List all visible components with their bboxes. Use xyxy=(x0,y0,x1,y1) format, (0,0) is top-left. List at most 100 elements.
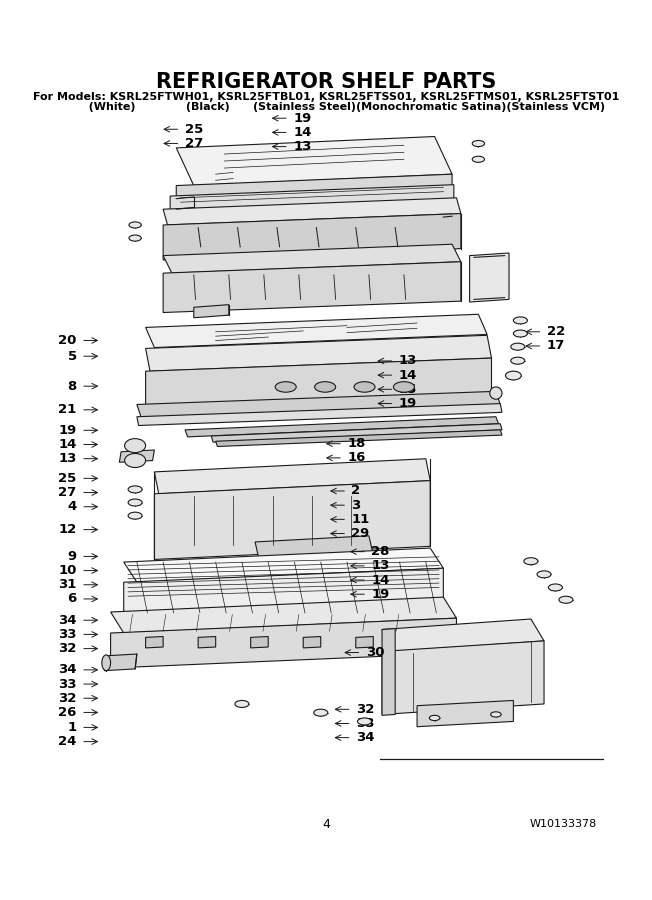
Polygon shape xyxy=(194,304,229,318)
Text: 19: 19 xyxy=(293,112,312,125)
Ellipse shape xyxy=(357,718,372,725)
Ellipse shape xyxy=(128,499,142,506)
Ellipse shape xyxy=(537,571,551,578)
Text: REFRIGERATOR SHELF PARTS: REFRIGERATOR SHELF PARTS xyxy=(156,72,496,92)
Text: 9: 9 xyxy=(68,550,77,562)
Polygon shape xyxy=(111,618,456,668)
Text: 12: 12 xyxy=(59,523,77,536)
Text: 26: 26 xyxy=(59,706,77,719)
Polygon shape xyxy=(124,568,443,613)
Text: 5: 5 xyxy=(68,350,77,363)
Text: 33: 33 xyxy=(356,717,374,730)
Polygon shape xyxy=(145,336,492,371)
Polygon shape xyxy=(185,417,499,436)
Polygon shape xyxy=(170,184,454,216)
Polygon shape xyxy=(155,481,430,560)
Text: 32: 32 xyxy=(59,692,77,705)
Ellipse shape xyxy=(128,512,142,519)
Polygon shape xyxy=(382,628,395,716)
Text: 14: 14 xyxy=(293,126,312,139)
Ellipse shape xyxy=(315,382,336,392)
Polygon shape xyxy=(216,430,502,446)
Text: 3: 3 xyxy=(351,499,361,512)
Text: 13: 13 xyxy=(59,452,77,465)
Text: 6: 6 xyxy=(68,592,77,606)
Ellipse shape xyxy=(511,343,525,350)
Polygon shape xyxy=(137,392,500,418)
Ellipse shape xyxy=(129,222,141,228)
Ellipse shape xyxy=(102,655,111,670)
Polygon shape xyxy=(163,244,461,273)
Text: 22: 22 xyxy=(547,325,565,338)
Polygon shape xyxy=(124,548,443,582)
Ellipse shape xyxy=(393,382,415,392)
Polygon shape xyxy=(176,137,452,185)
Text: 19: 19 xyxy=(59,424,77,436)
Polygon shape xyxy=(198,636,216,648)
Polygon shape xyxy=(176,175,452,203)
Polygon shape xyxy=(111,597,456,633)
Ellipse shape xyxy=(129,235,141,241)
Text: 2: 2 xyxy=(351,484,361,498)
Text: 4: 4 xyxy=(322,818,330,831)
Ellipse shape xyxy=(524,558,538,564)
Ellipse shape xyxy=(128,486,142,493)
Text: 34: 34 xyxy=(58,663,77,677)
Polygon shape xyxy=(303,636,321,648)
Polygon shape xyxy=(145,358,492,406)
Text: 18: 18 xyxy=(348,437,366,450)
Ellipse shape xyxy=(513,317,527,324)
Polygon shape xyxy=(145,636,163,648)
Ellipse shape xyxy=(490,712,501,717)
Polygon shape xyxy=(211,424,502,442)
Polygon shape xyxy=(163,262,461,312)
Polygon shape xyxy=(382,619,544,652)
Text: 10: 10 xyxy=(59,564,77,577)
Ellipse shape xyxy=(314,709,328,716)
Polygon shape xyxy=(119,450,155,463)
Text: W10133378: W10133378 xyxy=(530,819,597,829)
Polygon shape xyxy=(469,253,509,302)
Polygon shape xyxy=(255,536,374,562)
Ellipse shape xyxy=(354,382,375,392)
Polygon shape xyxy=(104,654,137,670)
Text: 28: 28 xyxy=(372,545,390,558)
Text: For Models: KSRL25FTWH01, KSRL25FTBL01, KSRL25FTSS01, KSRL25FTMS01, KSRL25FTST01: For Models: KSRL25FTWH01, KSRL25FTBL01, … xyxy=(33,92,619,102)
Text: 13: 13 xyxy=(372,559,390,572)
Text: 17: 17 xyxy=(547,339,565,353)
Text: 13: 13 xyxy=(399,355,417,367)
Ellipse shape xyxy=(505,371,521,380)
Ellipse shape xyxy=(472,157,484,162)
Text: 33: 33 xyxy=(58,678,77,690)
Text: 32: 32 xyxy=(356,703,374,716)
Text: 15: 15 xyxy=(399,382,417,396)
Polygon shape xyxy=(382,641,544,715)
Text: 1: 1 xyxy=(68,721,77,734)
Polygon shape xyxy=(356,636,374,648)
Text: 34: 34 xyxy=(58,614,77,626)
Text: 31: 31 xyxy=(59,579,77,591)
Text: 30: 30 xyxy=(366,646,384,659)
Polygon shape xyxy=(145,314,487,347)
Polygon shape xyxy=(137,403,502,426)
Text: 4: 4 xyxy=(68,500,77,513)
Text: 13: 13 xyxy=(293,140,312,153)
Polygon shape xyxy=(250,636,268,648)
Polygon shape xyxy=(163,198,461,225)
Polygon shape xyxy=(163,213,461,260)
Text: 32: 32 xyxy=(59,642,77,655)
Text: 25: 25 xyxy=(185,122,203,136)
Ellipse shape xyxy=(125,438,145,453)
Text: 27: 27 xyxy=(185,137,203,150)
Text: 19: 19 xyxy=(372,588,390,600)
Text: 33: 33 xyxy=(58,628,77,641)
Ellipse shape xyxy=(125,454,145,467)
Ellipse shape xyxy=(472,140,484,147)
Text: 20: 20 xyxy=(59,334,77,347)
Ellipse shape xyxy=(548,584,563,591)
Text: 27: 27 xyxy=(59,486,77,500)
Ellipse shape xyxy=(275,382,296,392)
Ellipse shape xyxy=(511,357,525,364)
Polygon shape xyxy=(417,700,513,726)
Text: 25: 25 xyxy=(59,472,77,485)
